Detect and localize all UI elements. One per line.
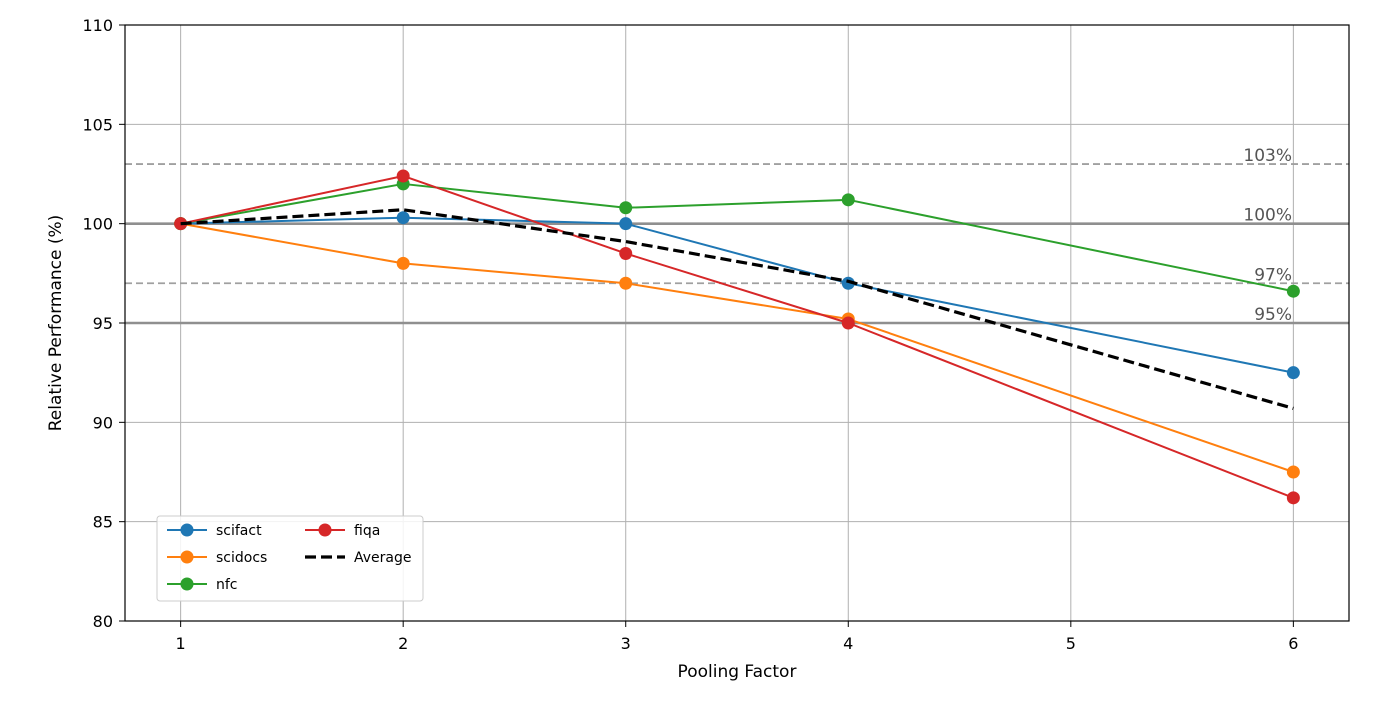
legend-label: Average — [354, 550, 412, 566]
legend: scifact scidocs nfc fiqa Average — [156, 515, 424, 602]
series-line — [180, 216, 1294, 374]
series-layer — [174, 169, 1300, 505]
x-tick-label: 4 — [843, 634, 853, 653]
y-tick-label: 95 — [93, 314, 113, 333]
legend-marker — [180, 523, 194, 537]
legend-item-fiqa: fiqa — [305, 523, 380, 539]
x-axis-label: Pooling Factor — [678, 662, 797, 682]
series-fiqa — [174, 169, 1300, 505]
data-point — [841, 316, 855, 330]
y-axis-label: Relative Performance (%) — [46, 215, 66, 432]
data-point — [396, 211, 410, 225]
series-line — [180, 208, 1294, 410]
x-tick-label: 5 — [1066, 634, 1076, 653]
legend-item-nfc: nfc — [167, 577, 238, 593]
legend-box — [156, 515, 424, 602]
legend-marker — [180, 550, 194, 564]
reference-line-label: 97% — [1254, 265, 1292, 285]
x-axis-ticks: 1 2 3 4 5 6 — [176, 621, 1298, 653]
data-point — [396, 169, 410, 183]
legend-marker — [318, 523, 332, 537]
x-tick-label: 3 — [621, 634, 631, 653]
x-tick-label: 1 — [176, 634, 186, 653]
data-point — [1286, 284, 1300, 298]
legend-marker — [180, 577, 194, 591]
x-tick-label: 6 — [1288, 634, 1298, 653]
x-tick-label: 2 — [398, 634, 408, 653]
legend-label: nfc — [216, 577, 238, 593]
data-point — [1286, 465, 1300, 479]
reference-line-label: 95% — [1254, 305, 1292, 325]
series-nfc — [174, 177, 1300, 298]
legend-label: scidocs — [216, 550, 267, 566]
data-point — [619, 276, 633, 290]
reference-line-label: 103% — [1243, 146, 1292, 166]
data-point — [619, 217, 633, 231]
reference-line-label: 100% — [1243, 206, 1292, 226]
data-point — [396, 256, 410, 270]
series-scidocs — [174, 217, 1300, 479]
data-point — [1286, 366, 1300, 380]
y-tick-label: 110 — [82, 16, 113, 35]
series-average — [180, 208, 1294, 410]
legend-label: scifact — [216, 523, 262, 539]
series-line — [180, 182, 1294, 293]
legend-item-scidocs: scidocs — [167, 550, 267, 566]
series-scifact — [174, 211, 1300, 380]
y-axis-ticks: 80 85 90 95 100 105 110 — [82, 16, 125, 631]
data-point — [1286, 491, 1300, 505]
data-point — [619, 201, 633, 215]
y-tick-label: 90 — [93, 413, 113, 432]
y-tick-label: 80 — [93, 612, 113, 631]
data-point — [841, 193, 855, 207]
data-point — [841, 276, 855, 290]
legend-item-scifact: scifact — [167, 523, 262, 539]
y-tick-label: 85 — [93, 513, 113, 532]
y-tick-label: 105 — [82, 115, 113, 134]
legend-item-average: Average — [305, 550, 412, 566]
y-tick-label: 100 — [82, 215, 113, 234]
legend-label: fiqa — [354, 523, 380, 539]
reference-lines: 103% 100% 97% 95% — [125, 146, 1349, 325]
data-point — [619, 246, 633, 260]
